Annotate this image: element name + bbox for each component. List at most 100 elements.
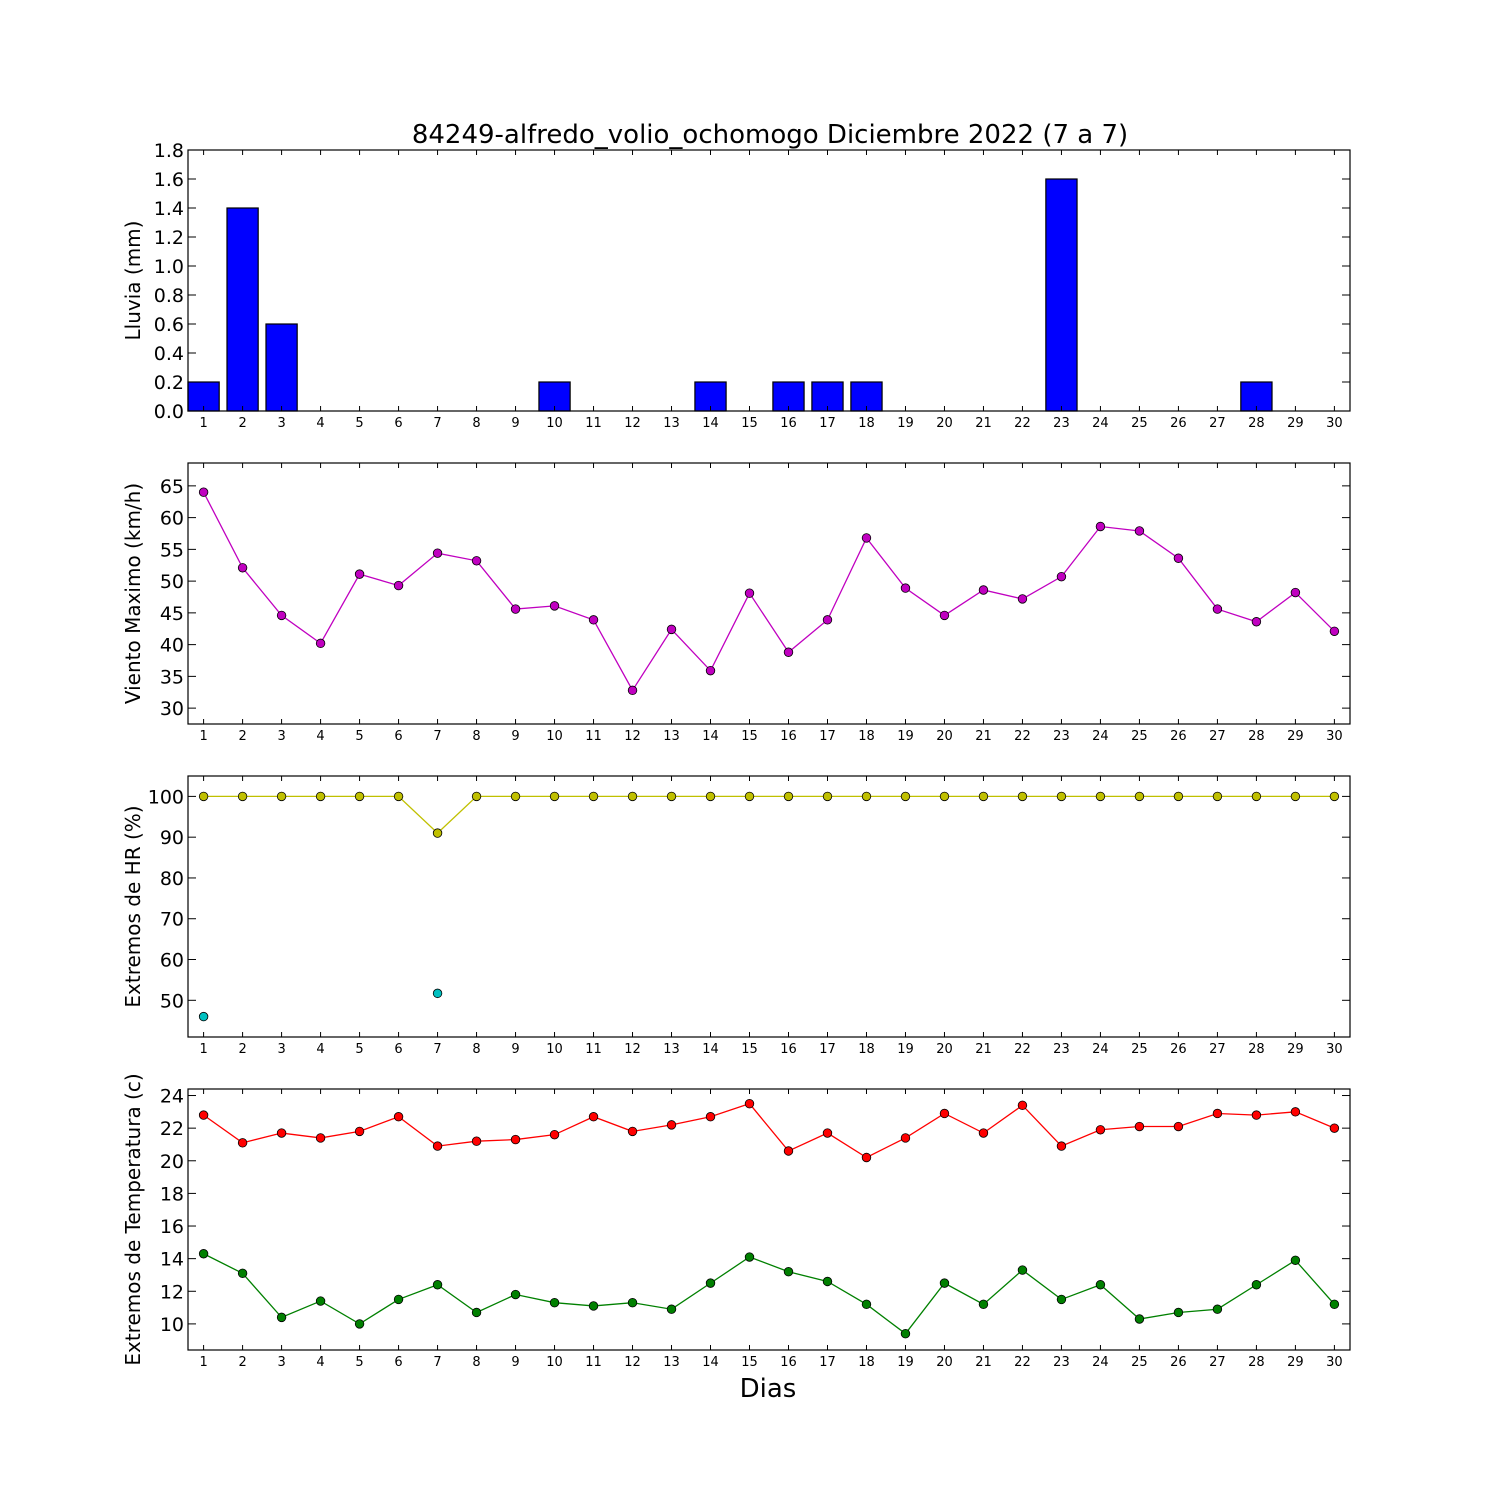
data-point bbox=[1095, 521, 1106, 532]
data-point bbox=[237, 563, 248, 573]
x-tick-label: 11 bbox=[585, 416, 602, 431]
data-point bbox=[783, 1146, 794, 1156]
data-point bbox=[354, 791, 365, 802]
x-tick-label: 28 bbox=[1248, 729, 1265, 744]
y-tick-label: 1.6 bbox=[154, 169, 184, 191]
x-tick-label: 20 bbox=[936, 416, 953, 431]
data-point bbox=[1173, 1307, 1184, 1318]
y-tick-label: 14 bbox=[160, 1249, 184, 1271]
y-tick-label: 40 bbox=[160, 635, 184, 657]
x-tick-label: 9 bbox=[511, 1042, 519, 1057]
data-point bbox=[900, 1328, 911, 1339]
y-tick-label: 65 bbox=[160, 476, 184, 498]
x-tick-label: 13 bbox=[663, 1042, 680, 1057]
y-tick-label: 1.0 bbox=[154, 256, 184, 278]
data-point bbox=[237, 1268, 248, 1279]
data-point bbox=[783, 1266, 794, 1277]
chart-title: 84249-alfredo_volio_ochomogo Diciembre 2… bbox=[412, 120, 1128, 150]
y-tick-label: 1.8 bbox=[154, 140, 184, 162]
data-point bbox=[666, 624, 677, 635]
x-tick-label: 10 bbox=[546, 1042, 563, 1057]
data-point bbox=[393, 1294, 404, 1305]
x-tick-label: 1 bbox=[199, 416, 207, 431]
x-tick-label: 22 bbox=[1014, 1355, 1031, 1370]
data-point bbox=[1134, 1314, 1145, 1324]
y-axis-label: Lluvia (mm) bbox=[121, 221, 145, 341]
data-point bbox=[627, 685, 638, 696]
x-tick-label: 27 bbox=[1209, 416, 1226, 431]
data-point bbox=[588, 791, 599, 802]
data-point bbox=[1134, 791, 1145, 802]
x-tick-label: 24 bbox=[1092, 1355, 1109, 1370]
x-tick-label: 5 bbox=[355, 1355, 363, 1370]
data-point bbox=[1017, 791, 1028, 802]
y-tick-label: 0.2 bbox=[154, 372, 184, 394]
x-tick-label: 7 bbox=[433, 1042, 441, 1057]
data-point bbox=[1212, 1304, 1223, 1314]
data-point bbox=[666, 791, 677, 802]
plot-frame bbox=[187, 1088, 1351, 1351]
x-tick-label: 1 bbox=[199, 1042, 207, 1057]
data-point bbox=[198, 487, 209, 497]
data-point bbox=[939, 1278, 950, 1288]
x-tick-label: 23 bbox=[1053, 1042, 1070, 1057]
x-tick-label: 18 bbox=[858, 1355, 875, 1370]
series-line bbox=[203, 1102, 1335, 1159]
data-point bbox=[1095, 1125, 1106, 1135]
data-point bbox=[705, 791, 716, 802]
series-1 bbox=[198, 791, 1340, 838]
data-point bbox=[471, 791, 482, 802]
y-axis-label: Extremos de HR (%) bbox=[121, 805, 145, 1007]
data-point bbox=[744, 1252, 755, 1262]
y-tick-label: 1.4 bbox=[154, 198, 184, 220]
data-point bbox=[588, 1112, 599, 1122]
x-tick-label: 30 bbox=[1326, 416, 1343, 431]
data-point bbox=[978, 585, 989, 595]
data-point bbox=[276, 1128, 287, 1138]
data-point bbox=[666, 1304, 677, 1314]
data-point bbox=[1056, 1141, 1067, 1151]
x-tick-label: 16 bbox=[780, 1042, 797, 1057]
x-tick-label: 18 bbox=[858, 1042, 875, 1057]
x-tick-label: 25 bbox=[1131, 1042, 1148, 1057]
data-point bbox=[1173, 1121, 1184, 1132]
data-point bbox=[1212, 1108, 1223, 1119]
series-1 bbox=[198, 487, 1340, 696]
data-point bbox=[1173, 553, 1184, 563]
series-2 bbox=[198, 988, 443, 1022]
x-tick-label: 13 bbox=[663, 1355, 680, 1370]
data-point bbox=[861, 533, 872, 543]
x-tick-label: 23 bbox=[1053, 1355, 1070, 1370]
x-tick-label: 9 bbox=[511, 416, 519, 431]
x-tick-label: 16 bbox=[780, 729, 797, 744]
data-point bbox=[432, 1280, 443, 1290]
x-tick-label: 16 bbox=[780, 1355, 797, 1370]
data-point bbox=[627, 1126, 638, 1137]
data-point bbox=[1056, 1294, 1067, 1305]
y-tick-label: 50 bbox=[160, 571, 184, 593]
data-point bbox=[1329, 1299, 1340, 1310]
x-tick-label: 16 bbox=[780, 416, 797, 431]
x-tick-label: 30 bbox=[1326, 1355, 1343, 1370]
x-tick-label: 17 bbox=[819, 1042, 836, 1057]
x-tick-label: 7 bbox=[433, 729, 441, 744]
x-tick-label: 3 bbox=[277, 416, 285, 431]
x-tick-label: 27 bbox=[1209, 729, 1226, 744]
data-point bbox=[276, 791, 287, 802]
x-tick-label: 27 bbox=[1209, 1355, 1226, 1370]
data-point bbox=[861, 1152, 872, 1163]
data-point bbox=[705, 1278, 716, 1288]
x-tick-label: 8 bbox=[472, 416, 480, 431]
x-tick-label: 8 bbox=[472, 1355, 480, 1370]
panels: 1 2 3 4 5 6 7 8 9 10 11 12 13 14 15 16 17 18 19 20 21 22 23 24 2… bbox=[121, 140, 1351, 1370]
y-tick-label: 10 bbox=[160, 1314, 184, 1336]
x-tick-label: 22 bbox=[1014, 729, 1031, 744]
x-tick-label: 21 bbox=[975, 1042, 992, 1057]
x-tick-label: 26 bbox=[1170, 1042, 1187, 1057]
y-tick-label: 45 bbox=[160, 603, 184, 625]
y-tick-label: 80 bbox=[160, 868, 184, 890]
y-tick-label: 1.2 bbox=[154, 227, 184, 249]
data-point bbox=[939, 791, 950, 802]
plot-frame bbox=[187, 775, 1351, 1038]
